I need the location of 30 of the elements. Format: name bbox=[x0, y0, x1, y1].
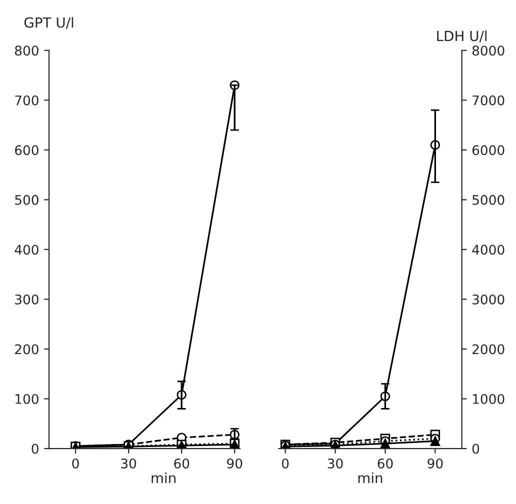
y-tick-label: 5000 bbox=[472, 194, 504, 205]
y-tick-label: 100 bbox=[16, 394, 38, 404]
x-tick-label: 90 bbox=[227, 458, 242, 468]
x-tick-label: 60 bbox=[378, 458, 393, 468]
y-tick-label: 0 bbox=[472, 444, 480, 454]
y-tick-label: 200 bbox=[15, 344, 38, 354]
y-tick-label: 700 bbox=[15, 95, 38, 106]
y-tick-label: 600 bbox=[15, 145, 38, 156]
y-tick-label: 500 bbox=[15, 194, 38, 205]
y-tick-label: 300 bbox=[15, 294, 38, 304]
y-tick-label: 4000 bbox=[472, 244, 504, 255]
x-axis-title: min bbox=[358, 472, 382, 484]
y-axis-title: LDH U/l bbox=[437, 30, 487, 42]
x-tick-label: 90 bbox=[428, 458, 443, 468]
x-tick-label: 30 bbox=[328, 458, 343, 468]
y-tick-label: 2000 bbox=[472, 344, 504, 354]
x-tick-label: 0 bbox=[72, 458, 79, 468]
x-tick-label: 30 bbox=[121, 458, 136, 468]
y-tick-label: 8000 bbox=[472, 46, 504, 56]
x-tick-label: 0 bbox=[282, 458, 289, 468]
y-tick-label: 7000 bbox=[472, 95, 504, 106]
y-tick-label: 400 bbox=[14, 244, 38, 255]
y-axis-title: GPT U/l bbox=[24, 17, 74, 29]
y-tick-label: 3000 bbox=[472, 294, 504, 304]
x-axis-title: min bbox=[152, 472, 176, 484]
y-tick-label: 6000 bbox=[472, 145, 504, 156]
y-tick-label: 1000 bbox=[472, 394, 504, 404]
x-tick-label: 60 bbox=[174, 458, 190, 468]
y-tick-label: 800 bbox=[15, 46, 38, 56]
y-tick-label: 0 bbox=[32, 444, 38, 454]
